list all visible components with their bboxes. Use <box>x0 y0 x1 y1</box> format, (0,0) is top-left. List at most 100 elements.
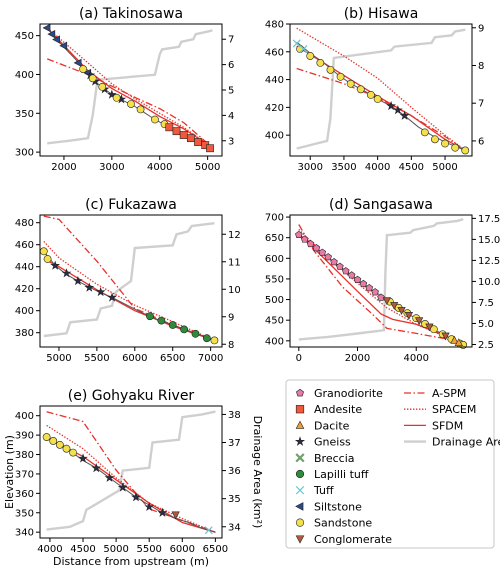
tuff-icon-stroke <box>295 485 305 495</box>
siltstone-point <box>47 29 56 39</box>
sandstone-point <box>210 336 219 345</box>
breccia-icon <box>295 453 305 463</box>
conglomerate-point <box>415 317 424 326</box>
legend: Granodiorite Andesite Dacite Gneiss Breccia L… <box>285 379 500 549</box>
granodiorite-point <box>306 239 315 248</box>
siltstone-point <box>59 41 68 50</box>
y2-tick-label: 17.5 <box>478 214 500 225</box>
legend-label: Tuff <box>313 484 334 497</box>
x-tick-label: 4000 <box>37 544 62 555</box>
gneiss-point <box>61 268 72 278</box>
y-tick-label: 500 <box>265 295 284 306</box>
y2-tick-label: 9 <box>228 312 234 323</box>
a-spm-line <box>298 224 464 346</box>
x-tick-label: 3000 <box>99 162 124 173</box>
y-tick-label: 420 <box>15 284 34 295</box>
granodiorite-icon <box>296 388 304 397</box>
y-tick-label: 400 <box>265 336 284 347</box>
sandstone-point <box>431 135 439 144</box>
y-tick-label: 550 <box>265 274 284 285</box>
lapilli-tuff-icon <box>295 469 305 479</box>
y2-tick-label: 3 <box>228 136 234 147</box>
sandstone-point <box>451 143 460 152</box>
drainage-area-line <box>46 410 216 531</box>
x-tick-label: 0 <box>296 353 302 364</box>
spacem-line <box>46 424 216 533</box>
panel-title: (c) Fukazawa <box>85 197 177 213</box>
siltstone-point <box>42 23 51 32</box>
drainage-area-line <box>296 28 466 150</box>
y2-tick-label: 38 <box>228 410 241 421</box>
spacem-line <box>43 240 215 341</box>
spacem-line <box>298 228 464 346</box>
gneiss-point <box>84 282 95 292</box>
y-tick-label: 380 <box>15 450 34 461</box>
conglomerate-point <box>397 307 406 315</box>
lapilli-tuff-point <box>157 316 166 325</box>
drainage-area-line <box>298 218 464 341</box>
gneiss-point <box>144 501 155 512</box>
sfdm-line <box>296 45 466 151</box>
granodiorite-point <box>347 271 356 279</box>
y-tick-label: 350 <box>15 508 34 519</box>
x-tick-label: 3000 <box>297 162 322 173</box>
legend-item-sfdm: SFDM <box>404 419 463 432</box>
gneiss-point <box>104 472 115 482</box>
plot-frame <box>39 405 223 539</box>
legend-label: Breccia <box>314 452 355 465</box>
panel-b-hisawa: (b) Hisawa 3000 3500 4000 4500 5000 400 420 440 4… <box>265 6 484 173</box>
y-tick-label: 480 <box>265 20 284 31</box>
y-tick-label: 400 <box>265 131 284 142</box>
x-tick-label: 7000 <box>198 353 223 364</box>
y-tick-label: 650 <box>265 233 284 244</box>
x-tick-label: 6000 <box>170 544 195 555</box>
y-tick-label: 450 <box>265 316 284 327</box>
y-tick-label: 360 <box>15 489 34 500</box>
y2-tick-label: 15.0 <box>478 235 500 246</box>
x-tick-label: 5500 <box>136 544 161 555</box>
lapilli-tuff-point <box>168 321 177 329</box>
lapilli-tuff-point <box>180 325 188 334</box>
sandstone-point <box>55 440 64 449</box>
x-tick-label: 5000 <box>46 353 71 364</box>
y-tick-label: 390 <box>15 431 34 442</box>
sandstone-point <box>43 255 52 263</box>
y2-tick-label: 12 <box>228 230 241 241</box>
sandstone-point <box>88 74 97 83</box>
sandstone-point <box>98 82 107 91</box>
gneiss-point <box>50 260 60 270</box>
tuff-point-stroke <box>204 526 213 535</box>
y-tick-label: 700 <box>265 213 284 224</box>
x-tick-label: 4000 <box>403 353 428 364</box>
y-tick-label: 440 <box>15 262 34 273</box>
granodiorite-point <box>341 267 350 275</box>
x-tick-label: 2000 <box>51 162 76 173</box>
granodiorite-point <box>324 253 332 261</box>
sandstone-point <box>42 433 51 441</box>
y2-tick-label: 7 <box>228 35 234 46</box>
plot-frame <box>289 214 473 348</box>
dacite-point <box>450 335 459 344</box>
y2-tick-label: 5.0 <box>478 319 494 330</box>
x-tick-label: 6500 <box>203 544 228 555</box>
granodiorite-point <box>336 262 344 270</box>
gneiss-point <box>117 482 128 492</box>
legend-label: Dacite <box>314 419 350 432</box>
y-tick-label: 450 <box>15 31 34 42</box>
legend-item-siltstone: Siltstone <box>295 500 362 513</box>
plot-frame <box>289 23 473 157</box>
sfdm-line <box>46 436 216 533</box>
tuff-point <box>204 526 213 535</box>
gneiss-point <box>107 292 117 302</box>
legend-label: Drainage Area <box>432 436 500 449</box>
sandstone-point <box>336 72 345 81</box>
drainage-area-line <box>47 29 213 145</box>
sandstone-point <box>366 90 375 99</box>
legend-label: Siltstone <box>314 500 362 513</box>
y2-tick-label: 34 <box>228 522 241 533</box>
dacite-point <box>454 338 463 347</box>
panel-e-gohyaku-river: (e) Gohyaku River 4000 4500 5000 5500 6000 650… <box>3 388 264 568</box>
y2-tick-label: 36 <box>228 466 241 477</box>
y2-tick-label: 2.5 <box>478 340 494 351</box>
legend-item-dacite: Dacite <box>295 419 350 432</box>
